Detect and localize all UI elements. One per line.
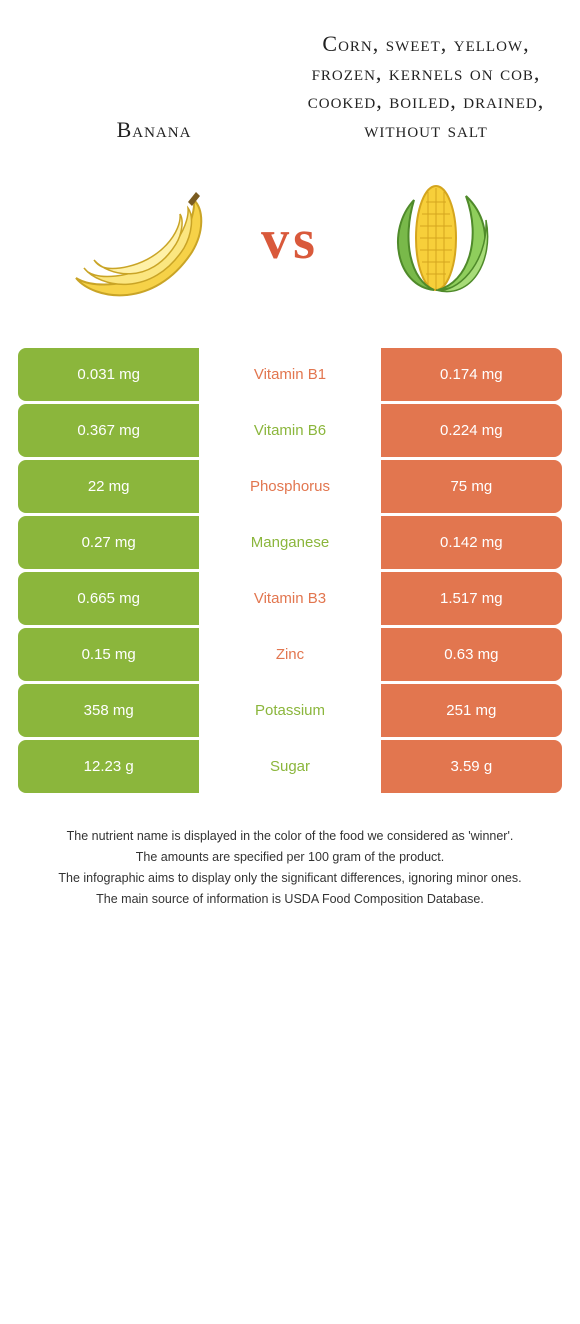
left-value: 0.665 mg	[18, 572, 199, 625]
right-value: 251 mg	[381, 684, 562, 737]
right-value: 0.224 mg	[381, 404, 562, 457]
nutrient-name: Potassium	[199, 684, 380, 737]
right-value: 3.59 g	[381, 740, 562, 793]
table-row: 0.367 mgVitamin B60.224 mg	[18, 404, 562, 457]
nutrient-name: Vitamin B3	[199, 572, 380, 625]
right-value: 0.63 mg	[381, 628, 562, 681]
left-value: 0.15 mg	[18, 628, 199, 681]
nutrient-name: Vitamin B1	[199, 348, 380, 401]
table-row: 0.27 mgManganese0.142 mg	[18, 516, 562, 569]
left-value: 358 mg	[18, 684, 199, 737]
right-value: 1.517 mg	[381, 572, 562, 625]
footnote: The amounts are specified per 100 gram o…	[26, 848, 554, 867]
corn-icon	[366, 160, 526, 320]
left-title: Banana	[18, 116, 290, 153]
right-title: Corn, sweet, yellow, frozen, kernels on …	[290, 30, 562, 152]
left-value: 0.031 mg	[18, 348, 199, 401]
table-row: 22 mgPhosphorus75 mg	[18, 460, 562, 513]
left-value: 0.27 mg	[18, 516, 199, 569]
banana-icon	[54, 160, 214, 320]
left-value: 12.23 g	[18, 740, 199, 793]
right-value: 0.174 mg	[381, 348, 562, 401]
footnote: The main source of information is USDA F…	[26, 890, 554, 909]
footnote: The infographic aims to display only the…	[26, 869, 554, 888]
nutrient-name: Sugar	[199, 740, 380, 793]
table-row: 358 mgPotassium251 mg	[18, 684, 562, 737]
table-row: 12.23 gSugar3.59 g	[18, 740, 562, 793]
nutrient-table: 0.031 mgVitamin B10.174 mg0.367 mgVitami…	[18, 348, 562, 793]
table-row: 0.031 mgVitamin B10.174 mg	[18, 348, 562, 401]
left-value: 0.367 mg	[18, 404, 199, 457]
nutrient-name: Vitamin B6	[199, 404, 380, 457]
nutrient-name: Phosphorus	[199, 460, 380, 513]
vs-label: vs	[250, 208, 330, 272]
banana-image	[18, 160, 250, 320]
right-value: 75 mg	[381, 460, 562, 513]
table-row: 0.665 mgVitamin B31.517 mg	[18, 572, 562, 625]
left-value: 22 mg	[18, 460, 199, 513]
footnote: The nutrient name is displayed in the co…	[26, 827, 554, 846]
header-row: Banana Corn, sweet, yellow, frozen, kern…	[18, 0, 562, 152]
table-row: 0.15 mgZinc0.63 mg	[18, 628, 562, 681]
nutrient-name: Manganese	[199, 516, 380, 569]
corn-image	[330, 160, 562, 320]
footnotes: The nutrient name is displayed in the co…	[18, 827, 562, 908]
nutrient-name: Zinc	[199, 628, 380, 681]
image-row: vs	[18, 160, 562, 320]
right-value: 0.142 mg	[381, 516, 562, 569]
